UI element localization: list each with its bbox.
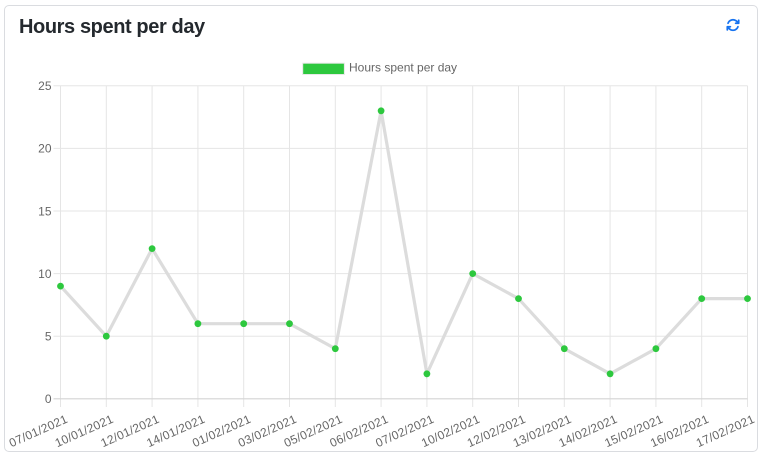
svg-text:0: 0 (45, 392, 52, 406)
svg-text:15: 15 (38, 204, 52, 218)
svg-text:Hours spent per day: Hours spent per day (349, 61, 457, 75)
svg-text:20: 20 (38, 142, 52, 156)
svg-text:25: 25 (38, 79, 52, 93)
svg-text:5: 5 (45, 330, 52, 344)
svg-text:10: 10 (38, 267, 52, 281)
